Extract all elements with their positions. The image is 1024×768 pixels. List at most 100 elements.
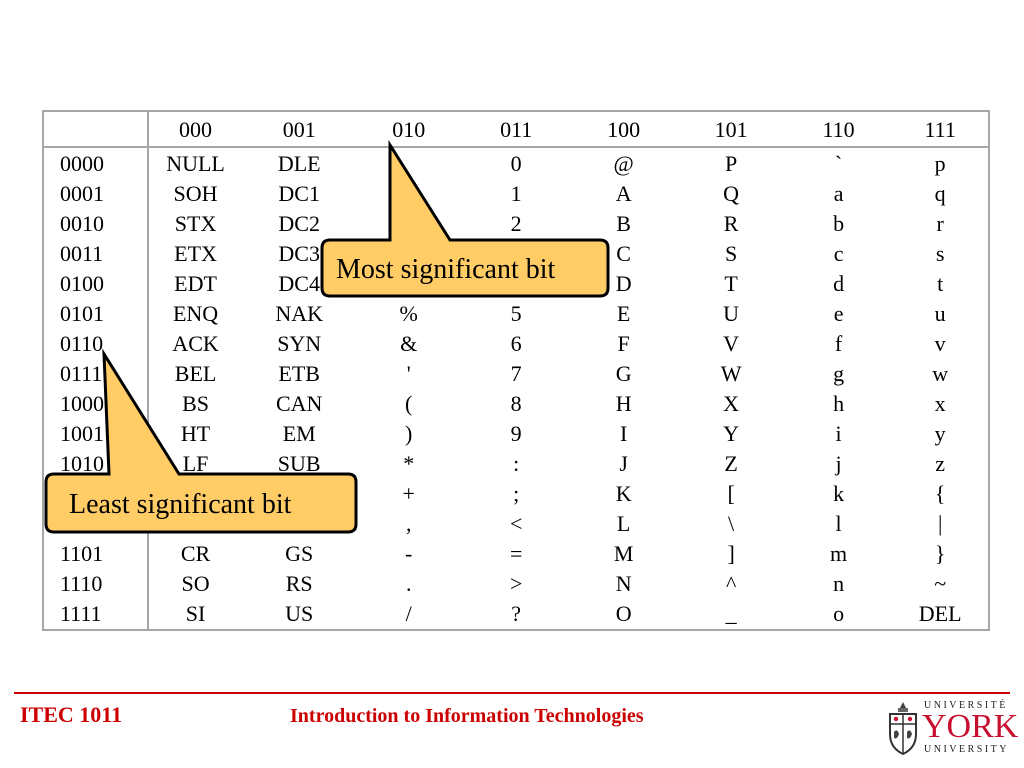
column-header: 001	[282, 117, 316, 142]
table-cell: D	[615, 271, 632, 296]
table-cell: Y	[723, 421, 740, 446]
table-cell: K	[615, 481, 632, 506]
table-cell: @	[613, 151, 634, 176]
table-cell: DEL	[918, 601, 962, 626]
table-cell: 8	[510, 391, 522, 416]
table-cell: RS	[285, 571, 313, 596]
table-cell: s	[935, 241, 945, 266]
table-cell: HT	[180, 421, 211, 446]
column-header: 000	[179, 117, 213, 142]
table-cell: NULL	[166, 151, 225, 176]
table-cell: l	[835, 511, 842, 536]
table-cell: `	[834, 151, 843, 176]
column-header: 011	[500, 117, 533, 142]
table-cell: DC1	[278, 181, 320, 206]
table-cell: V	[723, 331, 740, 356]
table-cell: m	[830, 541, 848, 566]
logo-university-text: UNIVERSITY	[924, 744, 1009, 755]
table-cell: H	[615, 391, 632, 416]
table-cell: EM	[282, 421, 316, 446]
table-cell: U	[723, 301, 740, 326]
table-cell: _	[725, 601, 737, 626]
table-cell: SI	[185, 601, 206, 626]
table-cell: (	[405, 391, 413, 416]
table-cell: )	[405, 421, 413, 446]
table-cell: n	[833, 571, 845, 596]
row-label: 0111	[60, 361, 103, 386]
table-cell: T	[724, 271, 738, 296]
table-cell: L	[616, 511, 631, 536]
row-label: 1001	[60, 421, 104, 446]
table-cell: LF	[182, 451, 209, 476]
table-cell: :	[513, 451, 520, 476]
table-cell: Q	[723, 181, 740, 206]
row-label: 0100	[60, 271, 104, 296]
table-cell: ]	[727, 541, 735, 566]
table-cell: ~	[934, 571, 947, 596]
table-cell: f	[834, 331, 843, 356]
table-cell: d	[833, 271, 845, 296]
table-cell: c	[833, 241, 844, 266]
table-cell: <	[509, 511, 523, 536]
table-cell: X	[723, 391, 740, 416]
table-cell: j	[835, 451, 842, 476]
table-cell: >	[509, 571, 523, 596]
table-cell: r	[936, 211, 944, 236]
table-cell: P	[724, 151, 738, 176]
table-cell: CR	[180, 541, 211, 566]
callout-most-significant-bit: Most significant bit	[320, 139, 620, 300]
column-header: 111	[924, 117, 956, 142]
table-cell: GS	[285, 541, 314, 566]
table-cell: h	[833, 391, 845, 416]
footer-divider	[14, 692, 1010, 694]
table-cell: 9	[510, 421, 522, 446]
table-cell: i	[835, 421, 842, 446]
table-corner-cell	[44, 112, 148, 148]
table-cell: 5	[510, 301, 522, 326]
table-cell: SOH	[173, 181, 218, 206]
table-cell: %	[399, 301, 418, 326]
table-cell: SUB	[277, 451, 321, 476]
table-cell: -	[405, 541, 413, 566]
course-code: ITEC 1011	[20, 702, 123, 727]
table-row: 1101 CR GS - = M] m}	[44, 539, 988, 569]
table-header-divider	[44, 146, 988, 148]
table-cell: DLE	[277, 151, 321, 176]
york-crest-icon	[889, 702, 917, 756]
column-header: 100	[607, 117, 641, 142]
table-cell: /	[405, 601, 412, 626]
table-cell: w	[932, 361, 949, 386]
table-cell: [	[727, 481, 735, 506]
table-cell: 1	[510, 181, 522, 206]
table-cell: BEL	[174, 361, 217, 386]
table-cell: u	[934, 301, 946, 326]
table-cell: DC2	[278, 211, 320, 236]
table-cell: {	[934, 481, 946, 506]
table-cell: O	[615, 601, 632, 626]
row-label: 0000	[60, 151, 104, 176]
table-cell: 7	[510, 361, 522, 386]
table-cell: \	[728, 511, 735, 536]
table-cell: B	[616, 211, 631, 236]
table-cell: +	[402, 481, 415, 506]
table-cell: q	[934, 181, 946, 206]
table-cell: o	[833, 601, 845, 626]
row-label: 0110	[60, 331, 104, 356]
table-cell: t	[937, 271, 944, 296]
column-header: 110	[822, 117, 855, 142]
table-cell: ,	[405, 511, 412, 536]
table-cell: G	[615, 361, 632, 386]
table-cell: BS	[182, 391, 210, 416]
table-header-row: 000 001 010 011 100 101 110 111	[44, 112, 988, 148]
table-cell: A	[615, 181, 632, 206]
table-cell: DC4	[278, 271, 320, 296]
row-label: 1110	[60, 571, 103, 596]
row-label: 1010	[60, 451, 104, 476]
table-cell: E	[616, 301, 631, 326]
table-cell: R	[723, 211, 739, 236]
row-label: 1000	[60, 391, 104, 416]
